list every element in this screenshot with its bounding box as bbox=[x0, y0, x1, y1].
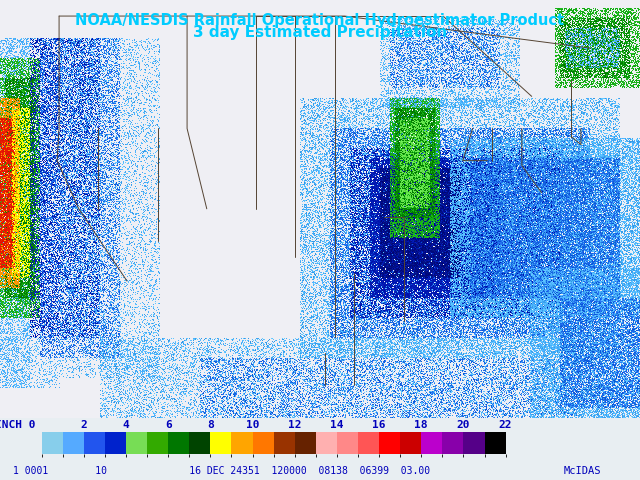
Text: 1 0001        10              16 DEC 24351  120000  08138  06399  03.00: 1 0001 10 16 DEC 24351 120000 08138 0639… bbox=[13, 466, 430, 476]
Text: 22: 22 bbox=[499, 420, 513, 430]
Text: 10: 10 bbox=[246, 420, 259, 430]
Text: 14: 14 bbox=[330, 420, 344, 430]
Text: McIDAS: McIDAS bbox=[564, 466, 602, 476]
Text: 3 day Estimated Precipitation: 3 day Estimated Precipitation bbox=[193, 25, 447, 40]
Text: 4: 4 bbox=[123, 420, 129, 430]
Text: NOAA/NESDIS Rainfall Operational Hydroestimator Product: NOAA/NESDIS Rainfall Operational Hydroes… bbox=[76, 13, 564, 28]
Text: 12: 12 bbox=[288, 420, 301, 430]
Text: 6: 6 bbox=[164, 420, 172, 430]
Text: 8: 8 bbox=[207, 420, 214, 430]
Text: 2: 2 bbox=[81, 420, 87, 430]
Text: 16: 16 bbox=[372, 420, 386, 430]
Text: 20: 20 bbox=[457, 420, 470, 430]
Text: 18: 18 bbox=[415, 420, 428, 430]
Text: INCH 0: INCH 0 bbox=[0, 420, 36, 430]
